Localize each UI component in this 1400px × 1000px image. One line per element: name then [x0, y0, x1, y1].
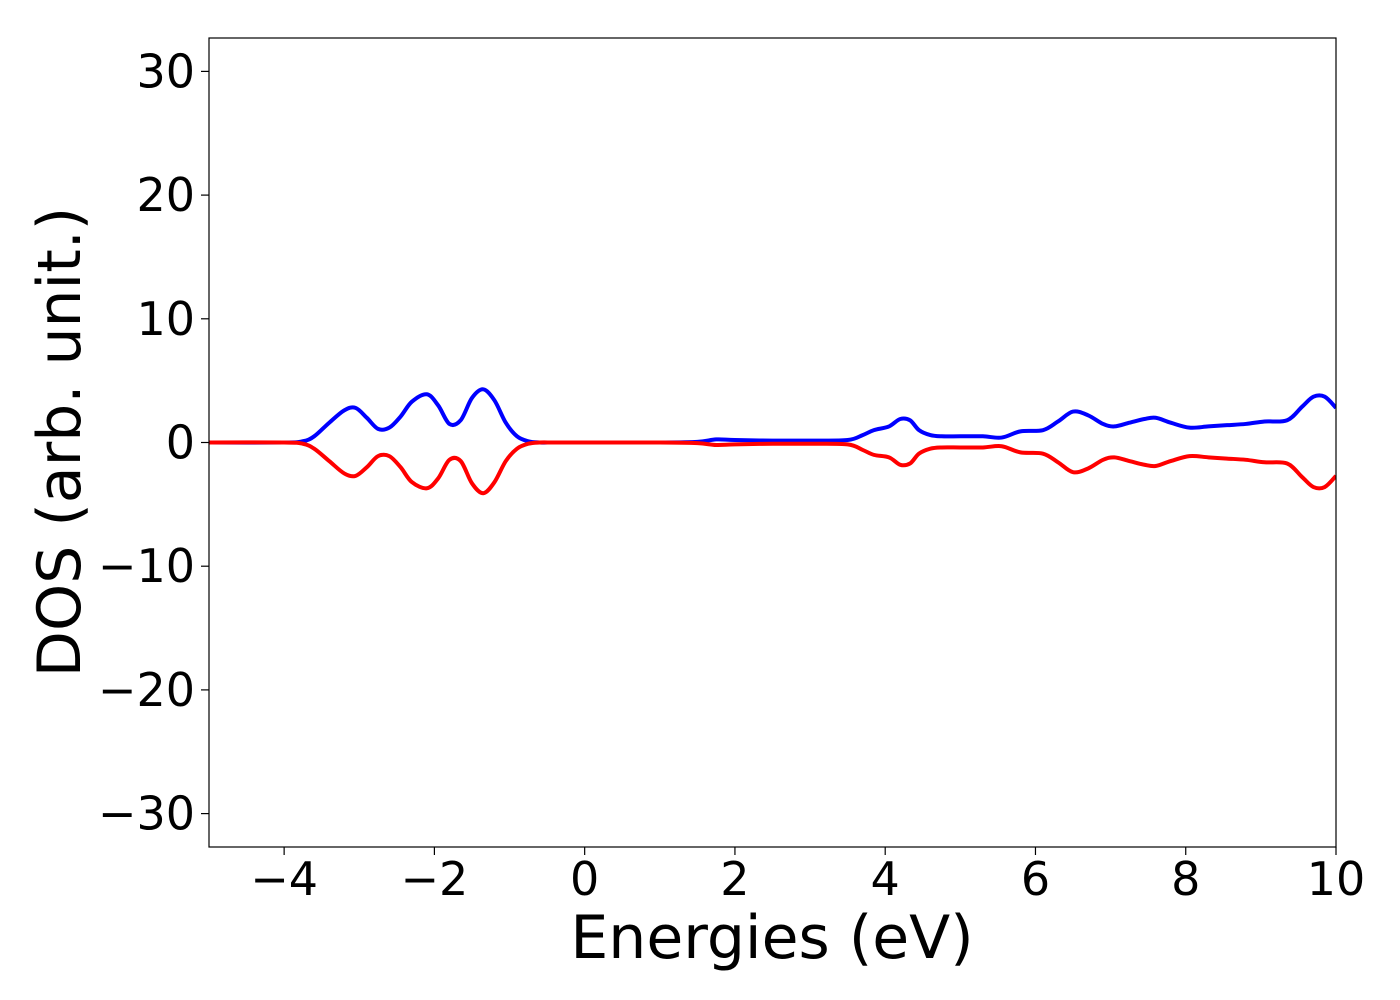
- y-tick-label: 10: [136, 292, 195, 346]
- x-axis-label: Energies (eV): [570, 903, 973, 973]
- x-tick-label: 10: [1307, 852, 1366, 906]
- x-tick-label: 0: [570, 852, 599, 906]
- x-tick-label: 8: [1171, 852, 1200, 906]
- y-tick-label: −30: [98, 787, 195, 841]
- y-axis: −30 −20 −10 0 10 20 30: [98, 44, 209, 841]
- y-tick-label: 20: [136, 168, 195, 222]
- x-tick-label: −2: [400, 852, 468, 906]
- series-layer: [209, 387, 1336, 496]
- x-tick-label: 2: [720, 852, 749, 906]
- series-line-red: [209, 440, 1336, 496]
- y-axis-label: DOS (arb. unit.): [25, 207, 95, 677]
- x-axis: −4 −2 0 2 4 6 8 10: [250, 847, 1365, 906]
- y-tick-label: −20: [98, 663, 195, 717]
- series-line-blue: [209, 387, 1336, 445]
- y-tick-label: 30: [136, 44, 195, 98]
- y-tick-label: 0: [166, 416, 195, 470]
- x-tick-label: 4: [871, 852, 900, 906]
- x-tick-label: −4: [250, 852, 318, 906]
- y-tick-label: −10: [98, 539, 195, 593]
- x-tick-label: 6: [1021, 852, 1050, 906]
